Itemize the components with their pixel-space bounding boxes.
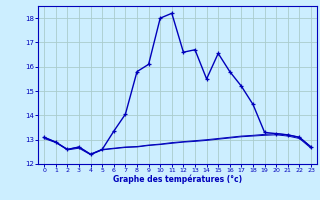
X-axis label: Graphe des températures (°c): Graphe des températures (°c) — [113, 175, 242, 184]
